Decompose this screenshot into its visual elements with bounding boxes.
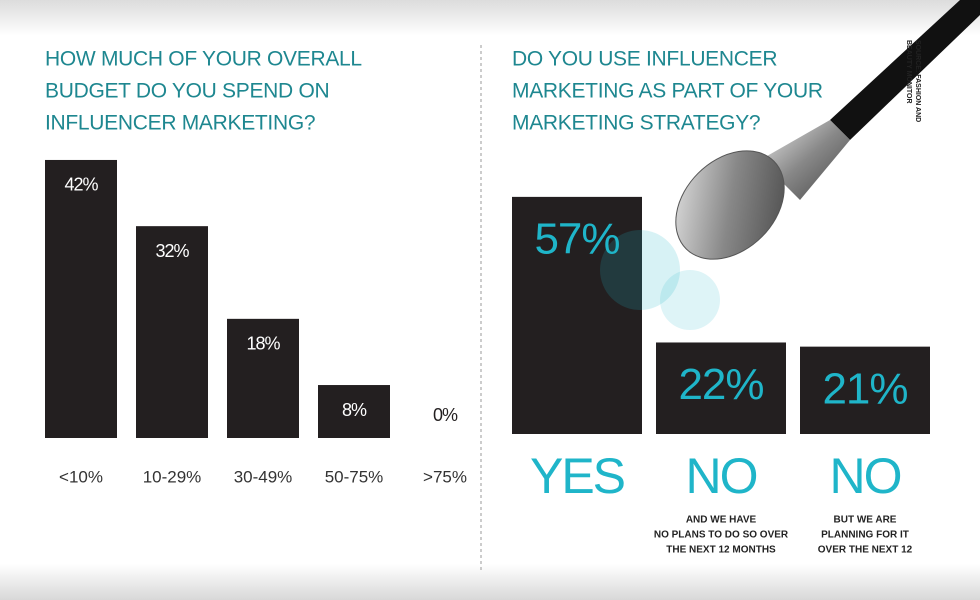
value-label: 18% — [246, 334, 280, 354]
category-note: AND WE HAVE — [686, 515, 757, 526]
category-note: PLANNING FOR IT — [821, 530, 909, 541]
category-label: NO — [830, 448, 901, 504]
value-label: 0% — [433, 405, 458, 425]
brush-decoration — [600, 0, 980, 330]
bar — [800, 346, 930, 434]
value-label: 42% — [64, 175, 98, 195]
bar — [136, 226, 208, 438]
category-note: NO PLANS TO DO SO OVER — [654, 530, 789, 541]
brush-handle — [830, 0, 980, 140]
value-label: 22% — [678, 360, 763, 409]
chart-title: DO YOU USE INFLUENCER — [512, 48, 777, 71]
chart-title: BUDGET DO YOU SPEND ON — [45, 80, 329, 103]
source-line: SOURCE: FASHION AND — [914, 40, 921, 122]
category-note: BUT WE ARE — [834, 515, 897, 526]
value-label: 8% — [342, 400, 367, 420]
bar — [656, 342, 786, 434]
category-label: 30-49% — [234, 467, 293, 486]
chart-title: MARKETING STRATEGY? — [512, 112, 760, 135]
value-label: 57% — [534, 215, 619, 264]
category-label: <10% — [59, 467, 103, 486]
chart-title: INFLUENCER MARKETING? — [45, 112, 315, 135]
category-note: THE NEXT 12 MONTHS — [666, 545, 776, 556]
chart-title: HOW MUCH OF YOUR OVERALL — [45, 48, 362, 71]
bar — [512, 196, 642, 434]
category-label: 10-29% — [143, 467, 202, 486]
bar — [227, 318, 299, 438]
value-label: 32% — [155, 241, 189, 261]
category-label: 50-75% — [325, 467, 384, 486]
chart-title: MARKETING AS PART OF YOUR — [512, 80, 823, 103]
bar — [45, 159, 117, 438]
category-label: NO — [686, 448, 757, 504]
source: SOURCE: FASHION ANDBEAUTY MONITOR — [905, 40, 921, 122]
charts: HOW MUCH OF YOUR OVERALL BUDGET DO YOU SP… — [45, 48, 930, 556]
source-line: BEAUTY MONITOR — [905, 40, 912, 104]
category-label: >75% — [423, 467, 467, 486]
powder — [600, 230, 680, 310]
powder — [660, 270, 720, 330]
bar — [318, 385, 390, 438]
brush-head — [675, 150, 785, 260]
category-note: OVER THE NEXT 12 — [818, 545, 913, 556]
category-label: YES — [530, 448, 625, 504]
value-label: 21% — [822, 364, 907, 413]
